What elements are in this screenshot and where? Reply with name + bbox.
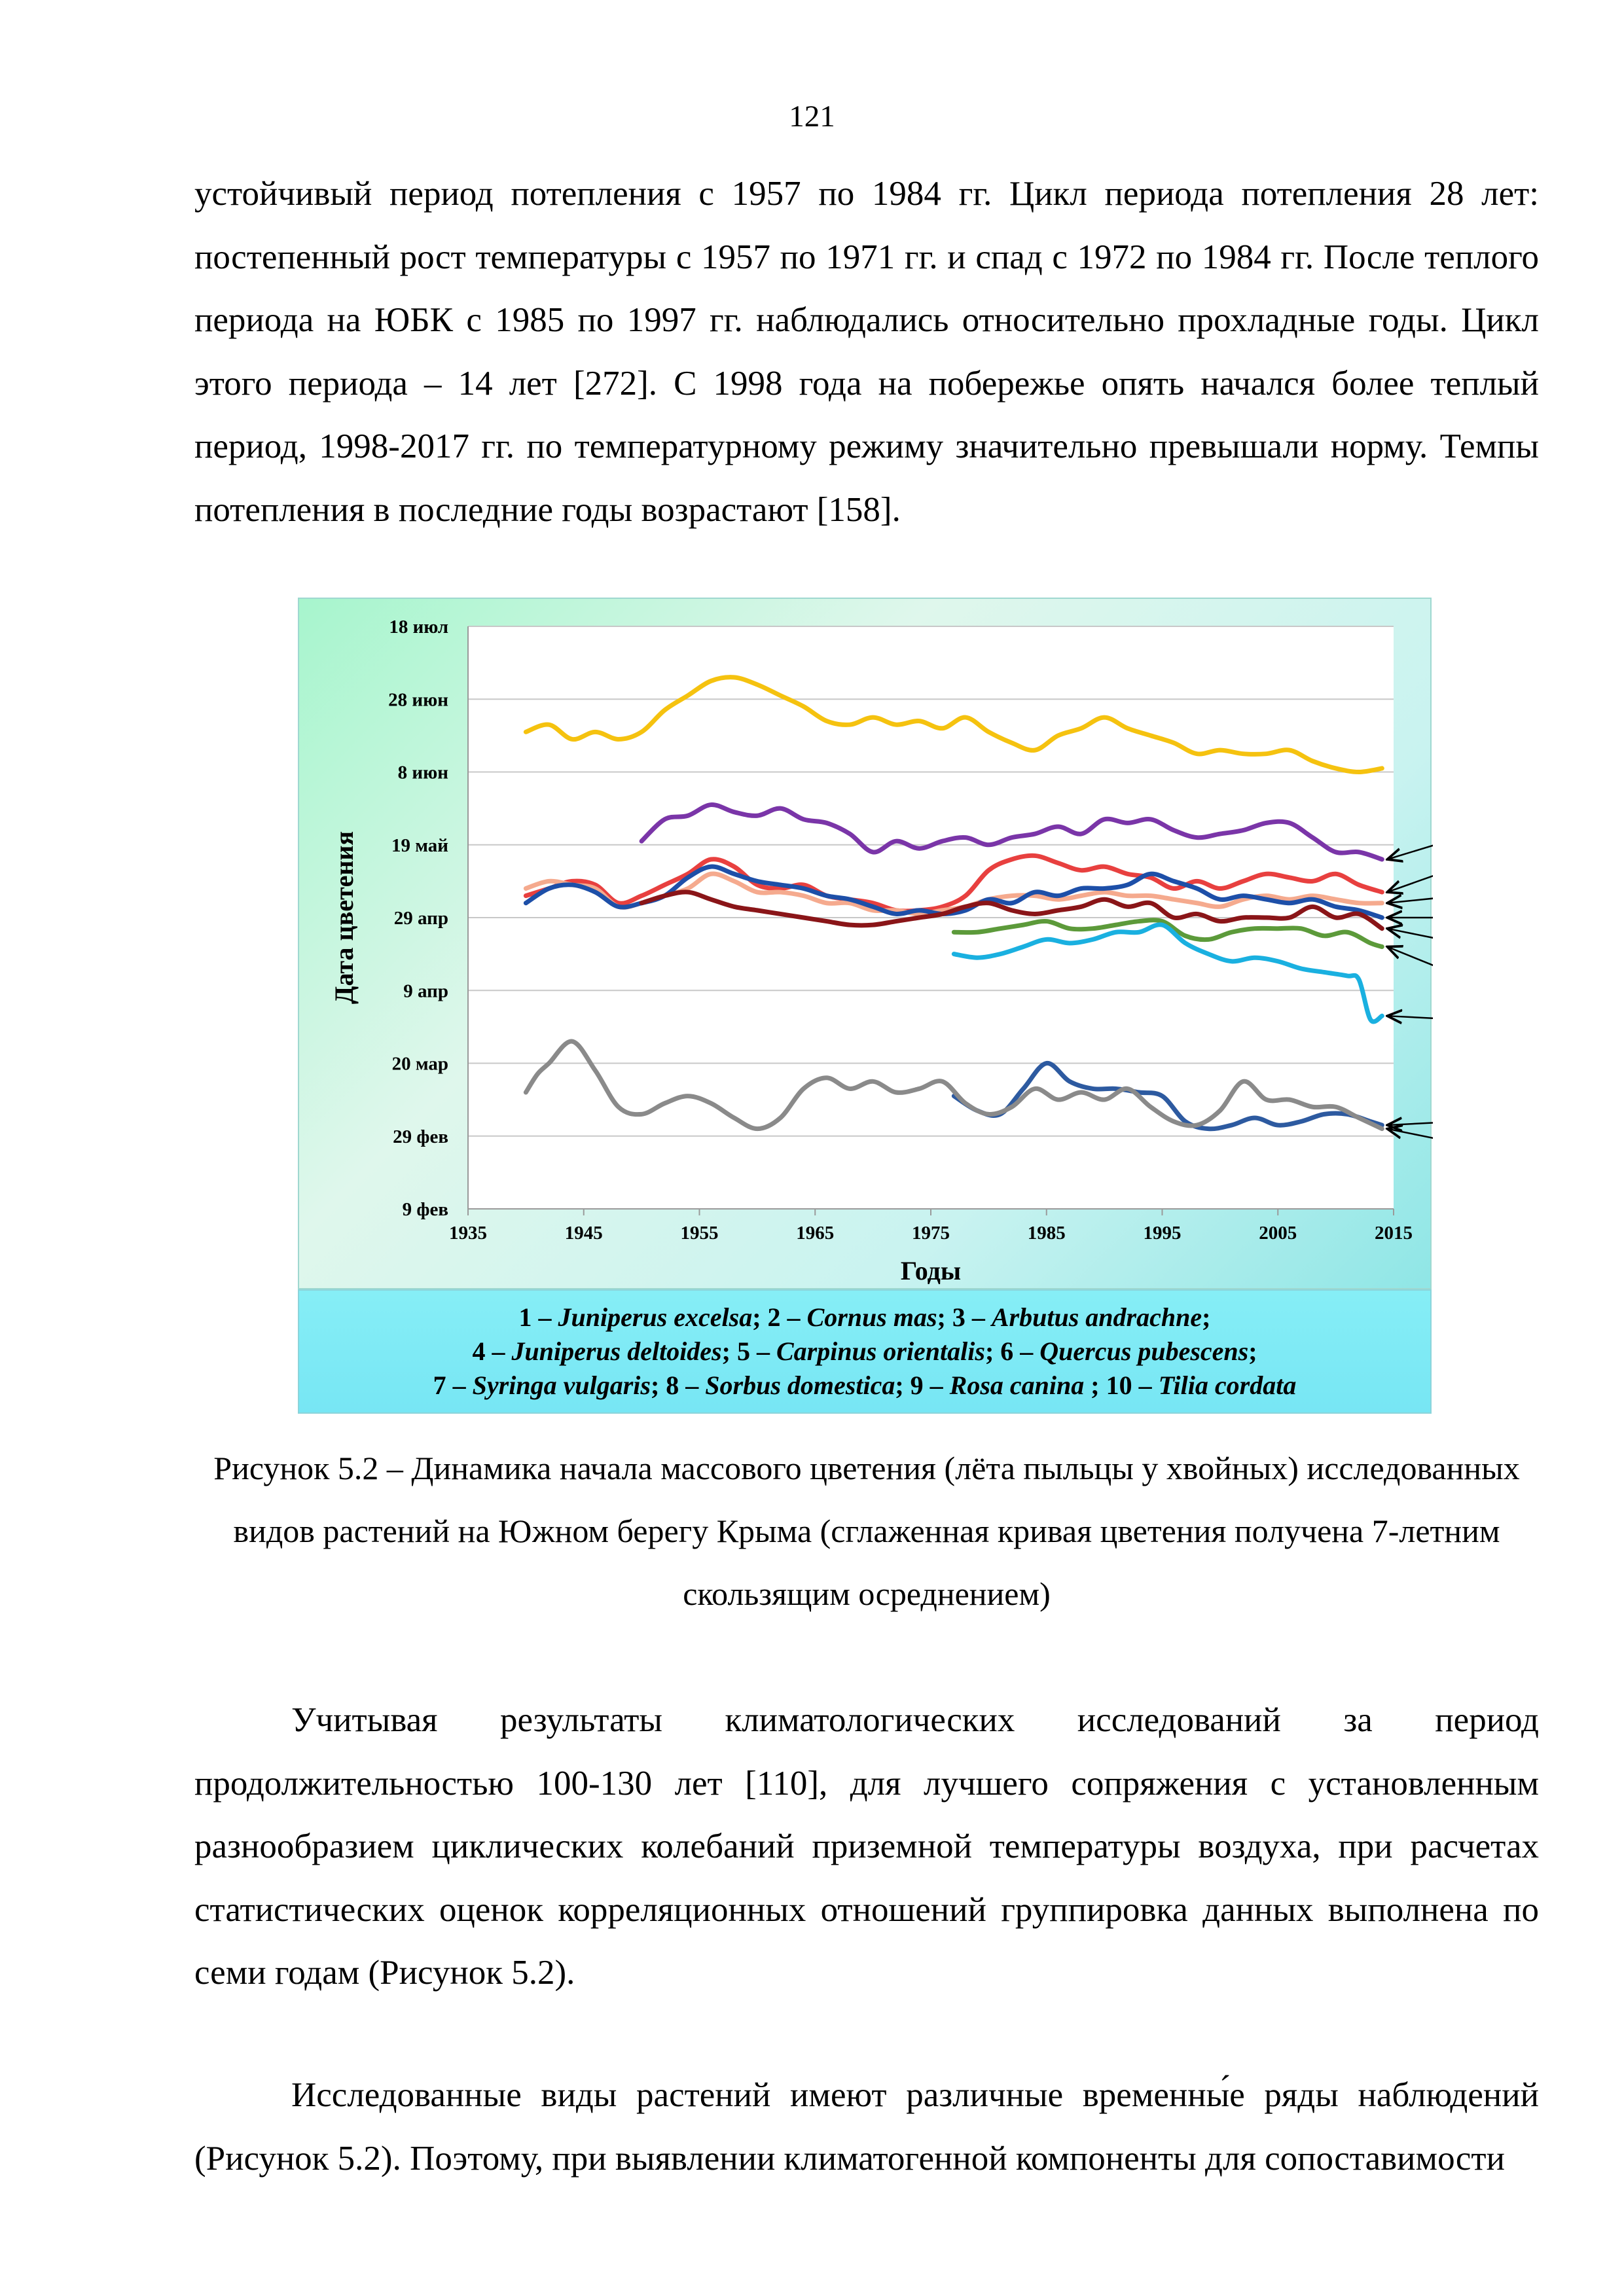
series-line-4	[951, 918, 1384, 949]
legend-line: 1 – Juniperus excelsa; 2 – Cornus mas; 3…	[519, 1300, 1211, 1335]
legend-number: ; 2 –	[752, 1302, 807, 1332]
leader-arrow	[1387, 947, 1433, 967]
y-tick-label: 18 июл	[389, 617, 448, 637]
paragraph-2: Учитывая результаты климатологических ис…	[194, 1701, 1539, 1992]
leader-arrow	[1387, 875, 1433, 892]
y-tick-label: 9 фев	[403, 1199, 448, 1220]
x-tick-label: 1935	[449, 1223, 487, 1244]
figure: 18 июл 28 июн 8 июн 19 май 29 апр 9 апр 20 мар…	[298, 598, 1433, 1414]
y-tick-label: 20 мар	[392, 1054, 448, 1075]
y-tick-label: 8 июн	[398, 762, 448, 783]
legend-line: 4 – Juniperus deltoides; 5 – Carpinus or…	[472, 1335, 1257, 1369]
y-tick-label: 29 фев	[393, 1126, 448, 1147]
leader-arrow	[1387, 1129, 1433, 1143]
legend-number: 4 –	[472, 1336, 512, 1366]
legend-species-name: Cornus mas	[806, 1302, 937, 1332]
x-tick-label: 2015	[1375, 1223, 1413, 1244]
y-tick-label: 19 май	[391, 835, 448, 856]
legend-number: ;	[1202, 1302, 1211, 1332]
legend-number: ; 3 –	[937, 1302, 992, 1332]
legend-species-name: Juniperus excelsa	[558, 1302, 753, 1332]
x-tick-label: 1955	[681, 1223, 719, 1244]
paragraph-top: устойчивый период потепления с 1957 по 1…	[194, 175, 1539, 529]
legend-number: 1 –	[518, 1302, 558, 1332]
paragraph-3: Исследованные виды растений имеют различ…	[194, 2076, 1539, 2178]
legend-number: ; 9 –	[895, 1371, 950, 1400]
legend-species-name: Sorbus domestica	[705, 1371, 895, 1400]
x-axis-title: Годы	[901, 1256, 961, 1285]
series-line-9	[639, 802, 1384, 862]
legend-line: 7 – Syringa vulgaris; 8 – Sorbus domesti…	[433, 1369, 1297, 1403]
y-tick-label: 28 июн	[388, 689, 448, 710]
x-tick-label: 1975	[912, 1223, 950, 1244]
leader-arrow	[1387, 896, 1433, 903]
leader-arrow	[1387, 1016, 1433, 1020]
y-tick-label: 9 апр	[403, 980, 448, 1001]
series-line-3	[951, 922, 1384, 1024]
legend-number: ; 10 –	[1084, 1371, 1159, 1400]
legend-number: ;	[1248, 1336, 1257, 1366]
legend-species-name: Quercus pubescens	[1039, 1336, 1249, 1366]
series-line-1	[523, 1039, 1384, 1132]
legend-species-name: Syringa vulgaris	[472, 1371, 651, 1400]
series-line-10	[523, 675, 1384, 774]
line-chart: 18 июл 28 июн 8 июн 19 май 29 апр 9 апр 20 мар…	[329, 617, 1433, 1285]
x-tick-label: 2005	[1259, 1223, 1297, 1244]
x-tick-label: 1945	[565, 1223, 603, 1244]
legend-species-name: Tilia cordata	[1158, 1371, 1297, 1400]
legend-species-name: Arbutus andrachne	[991, 1302, 1202, 1332]
leader-arrow	[1387, 844, 1433, 859]
x-tick-label: 1965	[796, 1223, 834, 1244]
series-line-2	[951, 1061, 1384, 1132]
legend-species-name: Rosa canina	[949, 1371, 1085, 1400]
species-legend: 1 – Juniperus excelsa; 2 – Cornus mas; 3…	[298, 1289, 1432, 1414]
figure-caption: Рисунок 5.2 – Динамика начала массового …	[213, 1450, 1520, 1612]
chart-panel: 18 июл 28 июн 8 июн 19 май 29 апр 9 апр 20 мар…	[298, 598, 1433, 1289]
page-number: 121	[789, 99, 835, 134]
y-tick-label: 29 апр	[394, 908, 448, 929]
series-line-5	[639, 889, 1384, 931]
leader-arrow	[1387, 929, 1433, 943]
legend-species-name: Juniperus deltoides	[511, 1336, 722, 1366]
x-tick-label: 1995	[1144, 1223, 1182, 1244]
y-axis-title: Дата цветения	[329, 831, 359, 1004]
legend-number: ; 8 –	[650, 1371, 706, 1400]
leader-arrow	[1387, 1122, 1433, 1126]
legend-species-name: Carpinus orientalis	[776, 1336, 985, 1366]
legend-number: ; 6 –	[984, 1336, 1040, 1366]
x-tick-label: 1985	[1028, 1223, 1066, 1244]
legend-number: 7 –	[433, 1371, 473, 1400]
legend-number: ; 5 –	[721, 1336, 776, 1366]
series-line-8	[523, 853, 1384, 914]
